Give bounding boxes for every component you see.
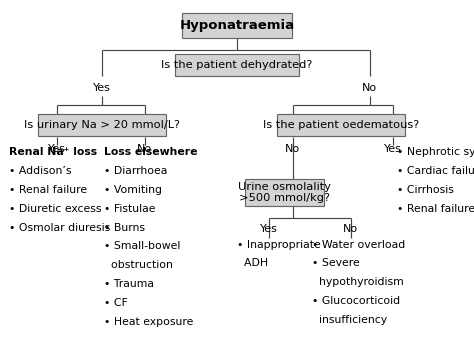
Text: • Renal failure: • Renal failure (397, 204, 474, 214)
Text: Hyponatraemia: Hyponatraemia (180, 19, 294, 32)
Text: Is urinary Na > 20 mmol/L?: Is urinary Na > 20 mmol/L? (24, 120, 180, 130)
Text: Renal Na⁺ loss: Renal Na⁺ loss (9, 147, 97, 157)
Text: No: No (285, 144, 301, 154)
Text: No: No (137, 144, 152, 154)
Text: Yes: Yes (48, 144, 66, 154)
Text: • Burns: • Burns (104, 223, 145, 233)
Text: Loss elsewhere: Loss elsewhere (104, 147, 198, 157)
Text: • Cirrhosis: • Cirrhosis (397, 185, 454, 195)
Text: insufficiency: insufficiency (312, 315, 387, 325)
Text: Yes: Yes (260, 224, 278, 234)
Text: No: No (362, 83, 377, 93)
FancyBboxPatch shape (182, 13, 292, 38)
FancyBboxPatch shape (175, 54, 299, 76)
Text: Yes: Yes (384, 144, 402, 154)
Text: obstruction: obstruction (104, 260, 173, 270)
FancyBboxPatch shape (277, 114, 405, 136)
Text: • CF: • CF (104, 298, 128, 308)
Text: • Fistulae: • Fistulae (104, 204, 156, 214)
Text: Is the patient oedematous?: Is the patient oedematous? (263, 120, 419, 130)
Text: Yes: Yes (93, 83, 111, 93)
Text: • Inappropriate: • Inappropriate (237, 240, 321, 250)
Text: • Water overload: • Water overload (312, 240, 405, 250)
Text: • Diuretic excess: • Diuretic excess (9, 204, 101, 214)
Text: • Osmolar diuresis: • Osmolar diuresis (9, 223, 110, 233)
Text: • Renal failure: • Renal failure (9, 185, 87, 195)
FancyBboxPatch shape (38, 114, 166, 136)
Text: • Trauma: • Trauma (104, 279, 154, 289)
Text: • Nephrotic synd.: • Nephrotic synd. (397, 147, 474, 157)
Text: • Small-bowel: • Small-bowel (104, 241, 181, 252)
Text: • Diarrhoea: • Diarrhoea (104, 166, 168, 176)
Text: • Vomiting: • Vomiting (104, 185, 162, 195)
Text: No: No (343, 224, 358, 234)
Text: Is the patient dehydrated?: Is the patient dehydrated? (161, 60, 313, 70)
Text: ADH: ADH (237, 258, 268, 269)
Text: hypothyroidism: hypothyroidism (312, 277, 404, 287)
Text: • Cardiac failure: • Cardiac failure (397, 166, 474, 176)
Text: • Severe: • Severe (312, 258, 360, 269)
Text: Urine osmolality
>500 mmol/kg?: Urine osmolality >500 mmol/kg? (238, 182, 331, 203)
Text: • Glucocorticoid: • Glucocorticoid (312, 296, 400, 306)
FancyBboxPatch shape (246, 179, 323, 206)
Text: • Addison’s: • Addison’s (9, 166, 71, 176)
Text: • Heat exposure: • Heat exposure (104, 317, 194, 327)
